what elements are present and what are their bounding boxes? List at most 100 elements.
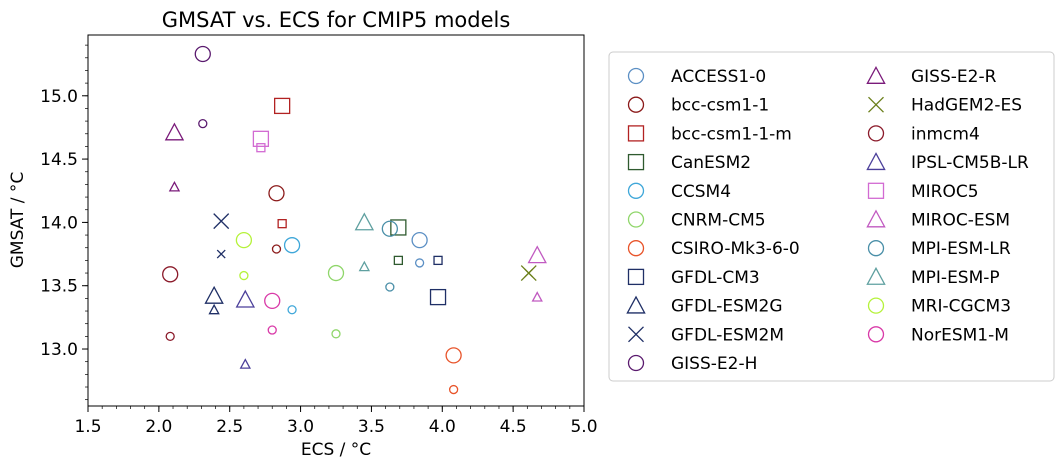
y-axis: 13.0 13.5 14.0 14.5 15.0: [40, 44, 88, 401]
legend-label: bcc-csm1-1: [671, 96, 769, 116]
data-point: [354, 212, 375, 231]
legend-label: CNRM-CM5: [671, 211, 766, 231]
data-point: [385, 282, 395, 292]
y-axis-label: GMSAT / °C: [8, 172, 28, 269]
legend-label: IPSL-CM5B-LR: [911, 153, 1029, 173]
legend-marker: [867, 326, 885, 343]
x-tick-label: 4.0: [429, 417, 456, 437]
x-tick-label: 3.5: [358, 417, 385, 437]
data-point: [287, 305, 297, 315]
data-point: [381, 220, 399, 237]
data-point: [239, 358, 251, 369]
legend-marker: [866, 209, 886, 228]
legend-label: MIROC-ESM: [911, 211, 1010, 231]
data-point: [164, 122, 185, 141]
data-point: [235, 231, 253, 249]
data-point: [194, 45, 211, 63]
legend-label: GISS-E2-R: [911, 67, 997, 87]
legend-marker: [627, 268, 645, 286]
plot-frame: [87, 34, 585, 407]
x-axis-label: ECS / °C: [301, 440, 371, 460]
legend-marker: [867, 182, 885, 199]
data-point: [268, 185, 285, 202]
data-point: [358, 260, 371, 272]
legend-label: NorESM1-M: [911, 325, 1009, 345]
plot-area: [162, 45, 547, 395]
y-tick-label: 14.0: [40, 213, 78, 233]
legend-label: MPI-ESM-P: [911, 268, 1000, 288]
x-tick-label: 4.5: [500, 417, 527, 437]
x-tick-label: 5.0: [570, 417, 597, 437]
data-point: [165, 331, 175, 342]
legend-marker: [867, 125, 885, 142]
data-point: [524, 268, 534, 278]
data-point: [331, 329, 341, 339]
legend-marker: [627, 354, 645, 372]
legend-frame: [608, 51, 1055, 382]
legend-marker: [627, 153, 645, 171]
legend-label: bcc-csm1-1-m: [671, 124, 792, 144]
data-point: [327, 264, 345, 282]
legend-label: ACCESS1-0: [671, 67, 766, 87]
data-point: [433, 255, 443, 266]
data-point: [414, 258, 425, 268]
legend-marker: [627, 211, 645, 228]
data-point: [273, 97, 291, 115]
data-point: [411, 231, 428, 249]
data-point: [252, 130, 270, 147]
legend-label: CanESM2: [671, 153, 751, 173]
legend-marker: [627, 67, 645, 85]
legend-label: inmcm4: [911, 124, 980, 144]
data-point: [204, 285, 224, 304]
legend-label: GFDL-CM3: [671, 268, 760, 288]
data-point: [168, 180, 181, 192]
x-tick-label: 2.0: [145, 417, 172, 437]
legend-label: CSIRO-Mk3-6-0: [671, 239, 800, 259]
legend-label: GISS-E2-H: [671, 354, 757, 374]
legend-marker: [868, 96, 884, 113]
legend: ACCESS1-0 bcc-csm1-1 bcc-csm1-1-m CanESM2 CC…: [608, 51, 1055, 382]
legend-label: GFDL-ESM2G: [671, 297, 783, 317]
x-tick-label: 1.5: [74, 417, 101, 437]
data-point: [283, 237, 301, 254]
legend-marker: [866, 152, 886, 171]
legend-label: HadGEM2-ES: [911, 96, 1022, 116]
data-point: [213, 213, 230, 230]
y-tick-label: 13.0: [40, 340, 78, 360]
legend-label: CCSM4: [671, 182, 731, 202]
x-tick-label: 2.5: [216, 417, 243, 437]
data-point: [531, 291, 543, 302]
legend-marker: [627, 240, 645, 257]
data-point: [390, 219, 407, 236]
data-point: [448, 384, 459, 395]
data-point: [256, 143, 266, 153]
legend-label: MPI-ESM-LR: [911, 239, 1011, 259]
legend-label: MIROC5: [911, 182, 979, 202]
legend-marker: [627, 182, 645, 199]
data-point: [239, 270, 249, 281]
data-point: [277, 219, 287, 229]
legend-label: GFDL-ESM2M: [671, 325, 784, 345]
chart-title: GMSAT vs. ECS for CMIP5 models: [162, 8, 511, 32]
y-tick-label: 15.0: [40, 87, 78, 107]
x-axis: 1.5 2.0 2.5 3.0 3.5 4.0 4.5 5.0: [74, 406, 598, 437]
data-point: [216, 249, 226, 259]
legend-label: MRI-CGCM3: [911, 297, 1011, 317]
legend-marker: [627, 125, 645, 142]
data-point: [162, 266, 179, 283]
legend-marker: [626, 295, 646, 314]
data-point: [271, 244, 282, 254]
data-point: [267, 325, 277, 335]
data-point: [527, 245, 547, 264]
legend-marker: [867, 240, 885, 257]
legend-marker: [627, 96, 645, 113]
y-tick-label: 14.5: [40, 150, 78, 170]
data-point: [208, 303, 220, 315]
data-point: [198, 118, 208, 129]
data-point: [429, 288, 447, 306]
legend-marker: [867, 297, 885, 314]
legend-marker: [628, 326, 644, 343]
data-point: [393, 255, 404, 266]
legend-marker: [866, 66, 886, 84]
